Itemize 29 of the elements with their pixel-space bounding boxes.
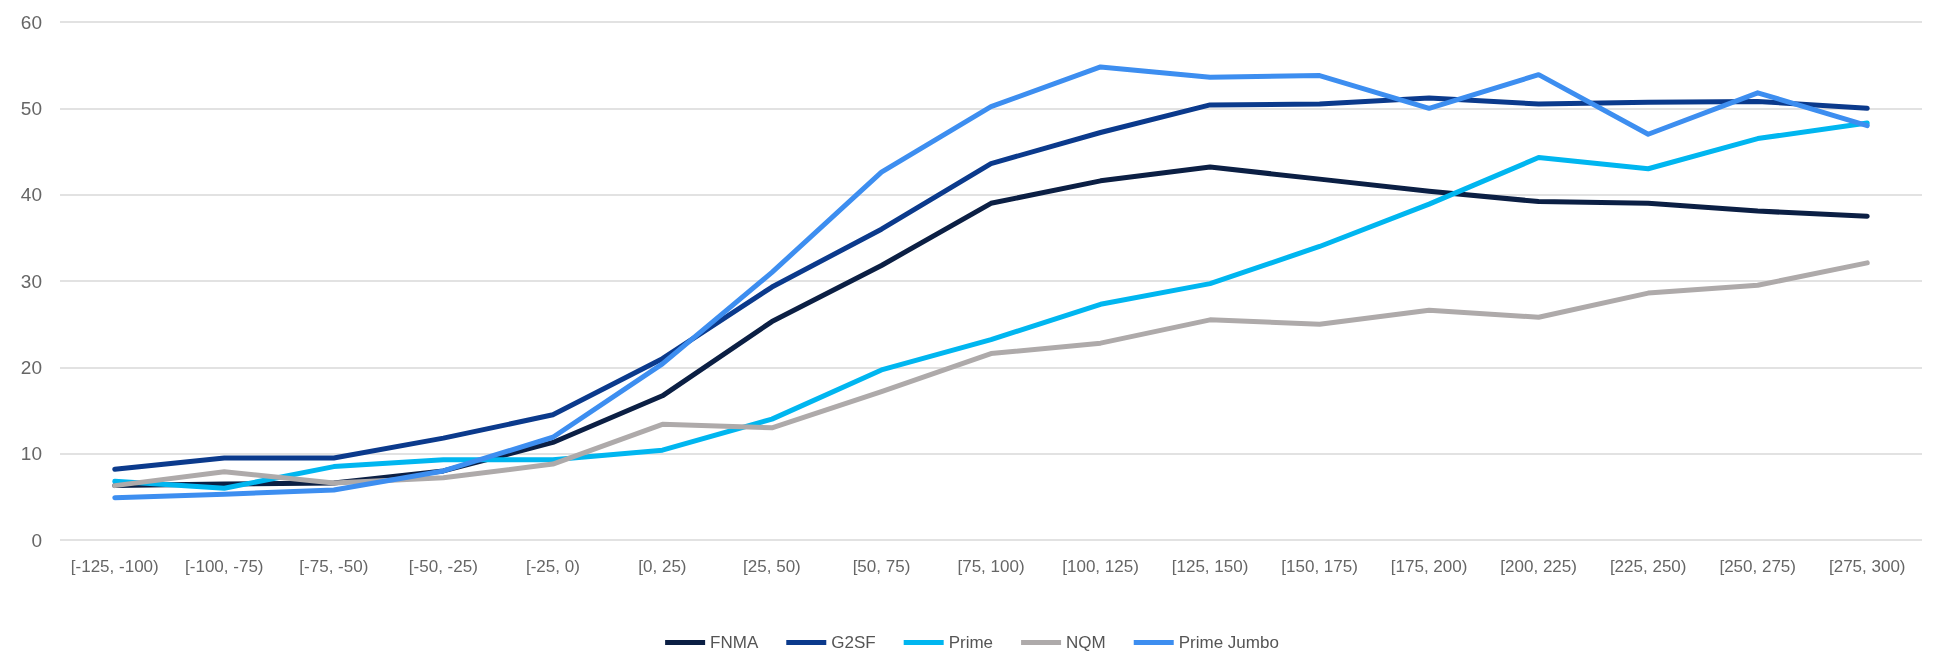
x-tick-label: [225, 250)	[1609, 557, 1687, 576]
legend-label: FNMA	[710, 633, 759, 652]
x-tick-label: [200, 225)	[1500, 557, 1577, 576]
x-tick-label: [-50, -25)	[408, 557, 478, 576]
x-tick-label: [25, 50)	[743, 557, 801, 576]
x-tick-label: [75, 100)	[957, 557, 1025, 576]
legend-label: Prime	[948, 633, 994, 652]
x-tick-label: [250, 275)	[1719, 557, 1796, 576]
x-tick-label: [175, 200)	[1390, 557, 1468, 576]
y-tick-label: 20	[20, 356, 42, 378]
x-tick-label: [-75, -50)	[299, 557, 369, 576]
y-tick-label: 50	[20, 97, 42, 119]
x-tick-label: [150, 175)	[1281, 557, 1358, 576]
x-tick-label: [125, 150)	[1171, 557, 1249, 576]
x-tick-label: [275, 300)	[1828, 557, 1906, 576]
y-tick-label: 40	[20, 184, 42, 206]
legend-label: Prime Jumbo	[1178, 633, 1279, 652]
x-tick-label: [-100, -75)	[185, 557, 264, 576]
y-tick-label: 30	[20, 270, 42, 292]
x-tick-label: [-25, 0)	[525, 557, 580, 576]
y-tick-label: 60	[20, 11, 42, 33]
y-tick-label: 10	[20, 443, 42, 465]
legend-label: NQM	[1066, 633, 1106, 652]
x-tick-label: [100, 125)	[1062, 557, 1139, 576]
x-tick-label: [50, 75)	[852, 557, 911, 576]
legend-label: G2SF	[831, 633, 876, 652]
x-tick-label: [-125, -100)	[70, 557, 159, 576]
y-tick-label: 0	[31, 529, 42, 551]
x-tick-label: [0, 25)	[638, 557, 687, 576]
